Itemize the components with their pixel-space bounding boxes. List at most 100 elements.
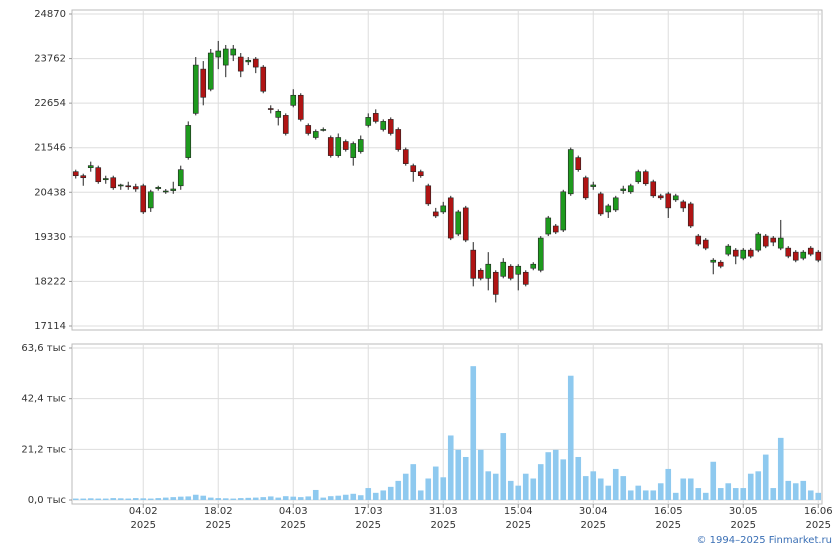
candle-body xyxy=(522,271,529,285)
volume-bar xyxy=(132,498,139,500)
candle-body xyxy=(72,171,79,177)
candle-body xyxy=(800,251,807,259)
volume-bar xyxy=(215,498,222,500)
volume-bar xyxy=(762,454,769,500)
candle-body xyxy=(267,108,274,110)
x-tick-label: 18.02 2025 xyxy=(203,506,233,531)
candle-body xyxy=(590,184,597,187)
x-tick-label: 16.05 2025 xyxy=(653,506,683,531)
volume-bar xyxy=(447,435,454,500)
candle-body xyxy=(642,171,649,185)
volume-bar xyxy=(755,471,762,500)
candle-body xyxy=(447,197,454,239)
volume-bar xyxy=(410,464,417,500)
candle-body xyxy=(492,271,499,295)
candle-body xyxy=(777,237,784,249)
candle-body xyxy=(335,137,342,156)
candle-body xyxy=(162,190,169,193)
candle-body xyxy=(237,56,244,72)
candle-body xyxy=(485,263,492,279)
volume-bar xyxy=(342,494,349,500)
volume-bar xyxy=(785,480,792,500)
candle-body xyxy=(710,259,717,263)
candle-body xyxy=(755,233,762,251)
candle-body xyxy=(477,269,484,279)
volume-bar xyxy=(485,471,492,500)
y-tick-label: 24870 xyxy=(34,9,66,20)
volume-bar xyxy=(545,452,552,500)
volume-bar xyxy=(275,497,282,500)
candle-body xyxy=(417,171,424,177)
candle-body xyxy=(462,207,469,241)
candle-body xyxy=(612,197,619,211)
volume-bar xyxy=(327,496,334,500)
volume-bar xyxy=(635,485,642,500)
candle-body xyxy=(132,186,139,190)
candle-body xyxy=(440,205,447,213)
volume-bar xyxy=(462,456,469,500)
volume-bar xyxy=(597,478,604,500)
volume-bar xyxy=(792,483,799,500)
volume-bar xyxy=(770,488,777,500)
candle-body xyxy=(297,94,304,120)
volume-bar xyxy=(815,492,822,500)
volume-bar xyxy=(567,375,574,500)
volume-bar xyxy=(515,485,522,500)
volume-bar xyxy=(417,490,424,500)
candle-body xyxy=(80,175,87,179)
volume-bar xyxy=(800,480,807,500)
volume-bar xyxy=(702,492,709,500)
volume-bar xyxy=(717,488,724,500)
volume-bar xyxy=(665,468,672,500)
candle-body xyxy=(282,115,289,134)
y-tick-label: 42,4 тыс xyxy=(21,394,66,405)
volume-bar xyxy=(252,497,259,500)
volume-bar xyxy=(200,495,207,500)
candle-body xyxy=(515,265,522,275)
candle-body xyxy=(807,247,814,255)
candle-body xyxy=(350,143,357,158)
candle-body xyxy=(747,249,754,257)
candle-body xyxy=(342,141,349,150)
volume-bar xyxy=(470,366,477,500)
volume-bar xyxy=(425,478,432,500)
candle-body xyxy=(305,125,312,134)
y-tick-label: 63,6 тыс xyxy=(21,343,66,354)
volume-bar xyxy=(372,492,379,500)
candle-body xyxy=(695,235,702,245)
volume-bar xyxy=(650,490,657,500)
candle-body xyxy=(725,245,732,255)
candle-body xyxy=(552,225,559,233)
volume-bar xyxy=(282,496,289,500)
candle-body xyxy=(200,68,207,98)
candle-body xyxy=(537,237,544,271)
candle-body xyxy=(717,261,724,267)
candle-body xyxy=(635,171,642,183)
volume-bar xyxy=(290,496,297,500)
candle-body xyxy=(687,203,694,227)
candle-body xyxy=(402,149,409,164)
y-tick-label: 20438 xyxy=(34,187,66,198)
volume-bar xyxy=(710,461,717,500)
candle-body xyxy=(87,165,94,168)
plot-frame xyxy=(71,343,823,505)
volume-bar xyxy=(560,459,567,500)
candle-body xyxy=(545,217,552,235)
volume-bar xyxy=(530,478,537,500)
volume-bar xyxy=(177,496,184,500)
volume-bar xyxy=(777,437,784,500)
volume-bar xyxy=(620,476,627,500)
candle-body xyxy=(185,125,192,158)
candle-body xyxy=(110,177,117,189)
candle-body xyxy=(252,58,259,68)
volume-bar xyxy=(147,498,154,500)
volume-bar xyxy=(80,498,87,500)
volume-bar xyxy=(305,496,312,500)
y-tick-label: 23762 xyxy=(34,54,66,65)
candle-body xyxy=(410,165,417,172)
candle-body xyxy=(387,119,394,134)
y-tick-label: 17114 xyxy=(34,321,66,332)
volume-bar xyxy=(87,498,94,500)
